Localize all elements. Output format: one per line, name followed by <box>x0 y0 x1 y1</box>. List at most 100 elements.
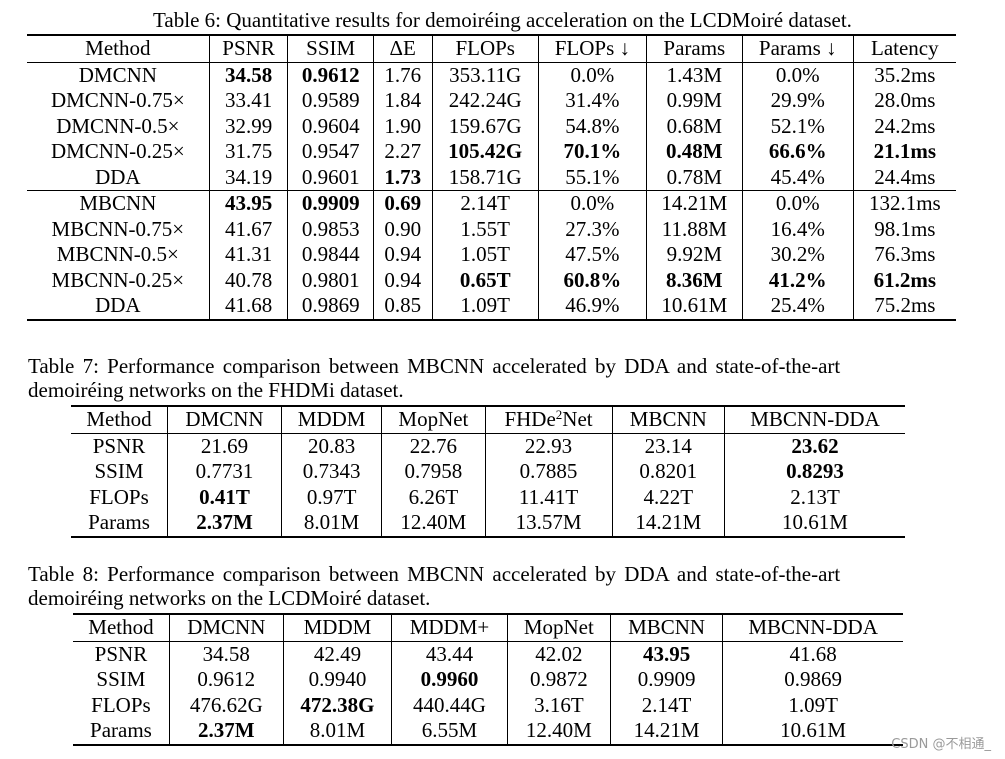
table-cell: 10.61M <box>645 293 743 321</box>
table-cell: 0.9909 <box>287 190 374 217</box>
table-cell: 0.9604 <box>287 113 374 139</box>
table-cell: 0.85 <box>372 293 432 321</box>
column-header: MDDM <box>282 613 392 642</box>
table-cell: 25.4% <box>741 293 854 321</box>
table-7-caption-line2: demoiréing networks on the FHDMi dataset… <box>28 378 404 402</box>
row-label: DMCNN-0.5× <box>56 113 180 138</box>
table-cell: 2.27 <box>372 139 432 165</box>
table-row: DDA 41.68 0.9869 0.85 1.09T 46.9% 10.61M 25.4% 7… <box>27 293 956 321</box>
table-cell: 2.37M <box>167 510 282 538</box>
table-cell: 0.8201 <box>611 459 725 485</box>
table-row: MBCNN-0.5× 41.31 0.9844 0.94 1.05T 47.5% 9.92M… <box>27 242 956 268</box>
table-row: Params 2.37M 8.01M 12.40M 13.57M 14.21M 10.61M <box>71 510 905 538</box>
table-row: PSNR 21.69 20.83 22.76 22.93 23.14 23.62 <box>71 433 905 459</box>
table-cell: 14.21M <box>609 718 723 746</box>
table-cell: 23.62 <box>724 433 905 459</box>
table-cell: 0.41T <box>167 484 282 510</box>
column-header: MBCNN-DDA <box>724 405 905 434</box>
table-7-caption-line1: Table 7: Performance comparison between … <box>28 354 841 378</box>
table-cell: 45.4% <box>741 164 854 191</box>
table-cell: 41.31 <box>208 242 288 268</box>
table-row: Params 2.37M 8.01M 6.55M 12.40M 14.21M 10.61M <box>73 718 903 746</box>
table-cell: 0.0% <box>741 62 854 88</box>
table-cell: 54.8% <box>537 113 647 139</box>
table-cell: 52.1% <box>741 113 854 139</box>
table-row: FLOPs 476.62G 472.38G 440.44G 3.16T 2.14T 1.09… <box>73 692 903 718</box>
table-8-block: Table 8: Performance comparison between … <box>0 562 1005 746</box>
table-cell: 23.14 <box>611 433 725 459</box>
column-header: MDDM <box>280 405 382 434</box>
table-cell: 43.95 <box>609 641 723 667</box>
column-header: Params ↓ <box>741 34 854 63</box>
table-row: MBCNN 43.95 0.9909 0.69 2.14T 0.0% 14.21M 0.0% 1… <box>27 190 956 217</box>
table-cell: 476.62G <box>168 692 284 718</box>
table-cell: 12.40M <box>506 718 611 746</box>
table-cell: 61.2ms <box>852 267 956 293</box>
table-cell: 10.61M <box>724 510 905 538</box>
fhde-net-superscript: 2 <box>555 407 563 422</box>
table-cell: 440.44G <box>391 692 508 718</box>
table-cell: 105.42G <box>431 139 539 165</box>
table-cell: 0.0% <box>537 62 647 88</box>
row-label: PSNR <box>92 433 146 458</box>
table-cell: 41.68 <box>208 293 288 321</box>
fhde-net-label: FHDe <box>504 407 556 431</box>
table-cell: 43.95 <box>208 190 288 217</box>
row-label: MBCNN-0.5× <box>56 242 179 266</box>
table-cell: 0.9872 <box>506 667 611 693</box>
column-header: MBCNN <box>609 613 723 642</box>
table-7-header-row: Method DMCNN MDDM MopNet FHDe2Net MBCNN MBCNN-… <box>71 405 905 434</box>
table-cell: 8.36M <box>645 267 743 293</box>
row-label: DDA <box>95 164 141 189</box>
table-cell: 31.4% <box>537 88 647 114</box>
column-header: ΔE <box>372 34 432 63</box>
table-cell: 132.1ms <box>852 190 956 217</box>
table-6-block: Table 6: Quantitative results for demoir… <box>0 8 1005 321</box>
table-cell: 0.9547 <box>287 139 374 165</box>
table-cell: 14.21M <box>645 190 743 217</box>
csdn-watermark: CSDN @不相通_ <box>891 737 991 752</box>
table-cell: 34.58 <box>168 641 284 667</box>
table-cell: 75.2ms <box>852 293 956 321</box>
column-header: SSIM <box>287 34 374 63</box>
row-label: PSNR <box>94 641 148 666</box>
column-header: PSNR <box>208 34 288 63</box>
table-cell: 46.9% <box>537 293 647 321</box>
table-cell: 0.9601 <box>287 164 374 191</box>
table-cell: 0.7731 <box>167 459 282 485</box>
table-cell: 41.68 <box>722 641 903 667</box>
column-header: Method <box>71 405 168 434</box>
table-cell: 0.7958 <box>381 459 486 485</box>
table-8: Method DMCNN MDDM MDDM+ MopNet MBCNN MBCNN-DDA… <box>73 613 903 746</box>
column-header: MopNet <box>381 405 486 434</box>
table-cell: 11.88M <box>645 216 743 242</box>
table-cell: 1.90 <box>372 113 432 139</box>
table-row: SSIM 0.9612 0.9940 0.9960 0.9872 0.9909 0.9869 <box>73 667 903 693</box>
table-cell: 34.58 <box>208 62 288 88</box>
table-cell: 8.01M <box>282 718 392 746</box>
table-cell: 0.90 <box>372 216 432 242</box>
table-cell: 22.76 <box>381 433 486 459</box>
table-cell: 42.49 <box>282 641 392 667</box>
table-cell: 24.2ms <box>852 113 956 139</box>
table-7: Method DMCNN MDDM MopNet FHDe2Net MBCNN MBCNN-… <box>71 405 905 538</box>
table-cell: 0.9589 <box>287 88 374 114</box>
table-cell: 60.8% <box>537 267 647 293</box>
table-cell: 11.41T <box>484 484 613 510</box>
table-cell: 29.9% <box>741 88 854 114</box>
table-cell: 24.4ms <box>852 164 956 191</box>
column-header: MBCNN <box>611 405 725 434</box>
table-row: DMCNN-0.5× 32.99 0.9604 1.90 159.67G 54.8% 0.6… <box>27 113 956 139</box>
table-cell: 30.2% <box>741 242 854 268</box>
table-cell: 47.5% <box>537 242 647 268</box>
table-cell: 40.78 <box>208 267 288 293</box>
table-cell: 0.9612 <box>287 62 374 88</box>
table-cell: 43.44 <box>391 641 508 667</box>
table-cell: 0.94 <box>372 267 432 293</box>
row-label: SSIM <box>96 667 146 691</box>
table-cell: 1.09T <box>722 692 903 718</box>
row-label: SSIM <box>94 459 144 483</box>
table-row: PSNR 34.58 42.49 43.44 42.02 43.95 41.68 <box>73 641 903 667</box>
table-8-caption-line2: demoiréing networks on the LCDMoiré data… <box>28 586 431 610</box>
table-cell: 0.9960 <box>391 667 508 693</box>
